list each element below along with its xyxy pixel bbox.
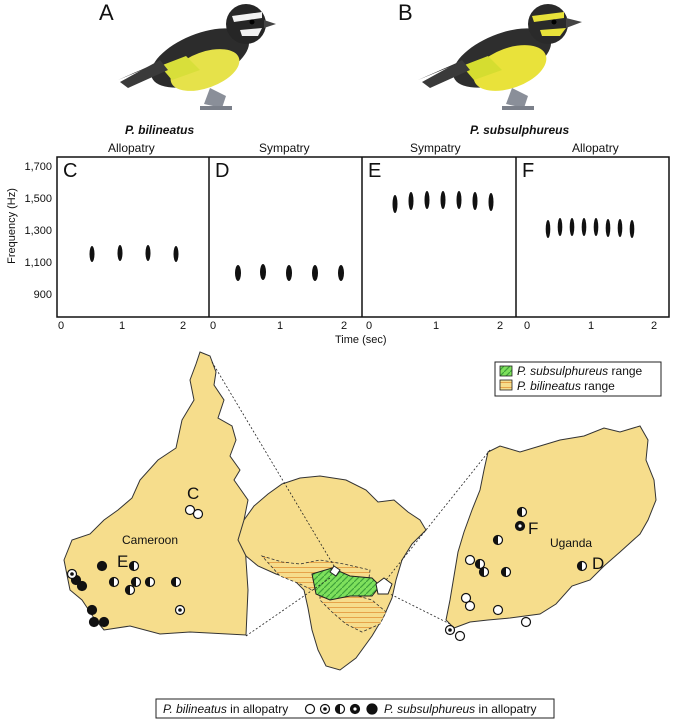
range-legend-swatches [494, 361, 662, 397]
site-filled [98, 616, 110, 628]
condition-label-2: Sympatry [259, 141, 310, 155]
uganda-sites [444, 506, 588, 642]
sonogram-label-c: C [63, 160, 78, 182]
y-tick: 1,300 [24, 225, 52, 237]
y-tick: 1,700 [24, 161, 52, 173]
site-open [464, 554, 476, 566]
legend-open [304, 703, 316, 715]
condition-label-4: Allopatry [572, 141, 619, 155]
note-e-4 [440, 191, 446, 209]
bird-a-illustration [118, 4, 276, 110]
x-tick: 1 [119, 320, 126, 332]
site-label-c: C [187, 484, 200, 503]
sonogram-notes-c [89, 245, 179, 262]
y-tick: 900 [33, 289, 52, 301]
cameroon-sites [66, 504, 204, 628]
site-label-e: E [117, 552, 129, 571]
sonogram-label-e: E [368, 160, 382, 182]
africa-map [237, 475, 427, 671]
note-e-1 [392, 195, 398, 213]
note-f-2 [557, 218, 563, 236]
site-legend-box [155, 698, 555, 719]
x-tick: 2 [180, 320, 187, 332]
x-tick: 2 [651, 320, 658, 332]
site-open [460, 592, 472, 604]
note-f-6 [605, 219, 611, 237]
y-tick: 1,100 [24, 257, 52, 269]
note-d-2 [260, 264, 266, 280]
sonogram-frame [56, 156, 670, 318]
map-connector-lines [211, 361, 491, 637]
note-f-7 [617, 219, 623, 237]
sonogram-notes-e [392, 191, 494, 213]
legend-filled [366, 703, 378, 715]
site-filled [88, 616, 100, 628]
x-axis-title: Time (sec) [335, 334, 387, 346]
cameroon-map [63, 351, 249, 636]
x-tick: 0 [366, 320, 373, 332]
site-open [184, 504, 196, 516]
x-tick: 0 [524, 320, 531, 332]
site-open [464, 600, 476, 612]
note-f-4 [581, 218, 587, 236]
sonogram-label-d: D [215, 160, 230, 182]
site-filled [86, 604, 98, 616]
x-tick: 0 [210, 320, 217, 332]
note-c-3 [145, 245, 151, 261]
x-tick: 1 [277, 320, 284, 332]
site-filled [96, 560, 108, 572]
note-d-3 [286, 265, 292, 281]
note-d-5 [338, 265, 344, 281]
note-f-3 [569, 218, 575, 236]
note-e-5 [456, 191, 462, 209]
site-label-f: F [528, 519, 539, 538]
x-tick: 2 [497, 320, 504, 332]
note-e-7 [488, 193, 494, 211]
uganda-map [445, 425, 657, 629]
note-c-1 [89, 246, 95, 262]
cameroon-label: Cameroon [122, 533, 179, 547]
note-c-2 [117, 245, 123, 261]
species-label-left: P. bilineatus [125, 123, 195, 137]
note-e-6 [472, 192, 478, 210]
legend-subsulphureus-range: P. subsulphureus range [517, 364, 643, 378]
note-f-1 [545, 220, 551, 238]
sonogram-notes-f [545, 218, 635, 238]
x-tick: 0 [58, 320, 65, 332]
site-open [454, 630, 466, 642]
species-label-right: P. subsulphureus [470, 123, 570, 137]
uganda-label: Uganda [550, 536, 593, 550]
panel-label-b: B [398, 0, 413, 25]
note-e-3 [424, 191, 430, 209]
site-open [492, 604, 504, 616]
site-filled [76, 580, 88, 592]
condition-label-3: Sympatry [410, 141, 461, 155]
sonogram-notes-d [235, 264, 344, 281]
y-tick: 1,500 [24, 193, 52, 205]
note-f-5 [593, 218, 599, 236]
legend-bilineatus-range: P. bilineatus range [517, 379, 615, 393]
condition-label-1: Allopatry [108, 141, 155, 155]
x-tick: 1 [433, 320, 440, 332]
legend-subsulphureus-allopatry: P. subsulphureus in allopatry [384, 702, 537, 716]
x-tick: 2 [341, 320, 348, 332]
note-d-1 [235, 265, 241, 281]
note-e-2 [408, 192, 414, 210]
site-open [520, 616, 532, 628]
note-f-8 [629, 220, 635, 238]
note-d-4 [312, 265, 318, 281]
legend-bilineatus-allopatry: P. bilineatus in allopatry [163, 702, 289, 716]
x-tick: 1 [588, 320, 595, 332]
site-label-d: D [592, 554, 605, 573]
note-c-4 [173, 246, 179, 262]
panel-label-a: A [99, 0, 114, 25]
site-open [192, 508, 204, 520]
sonogram-label-f: F [522, 160, 535, 182]
bird-b-illustration [418, 4, 582, 110]
